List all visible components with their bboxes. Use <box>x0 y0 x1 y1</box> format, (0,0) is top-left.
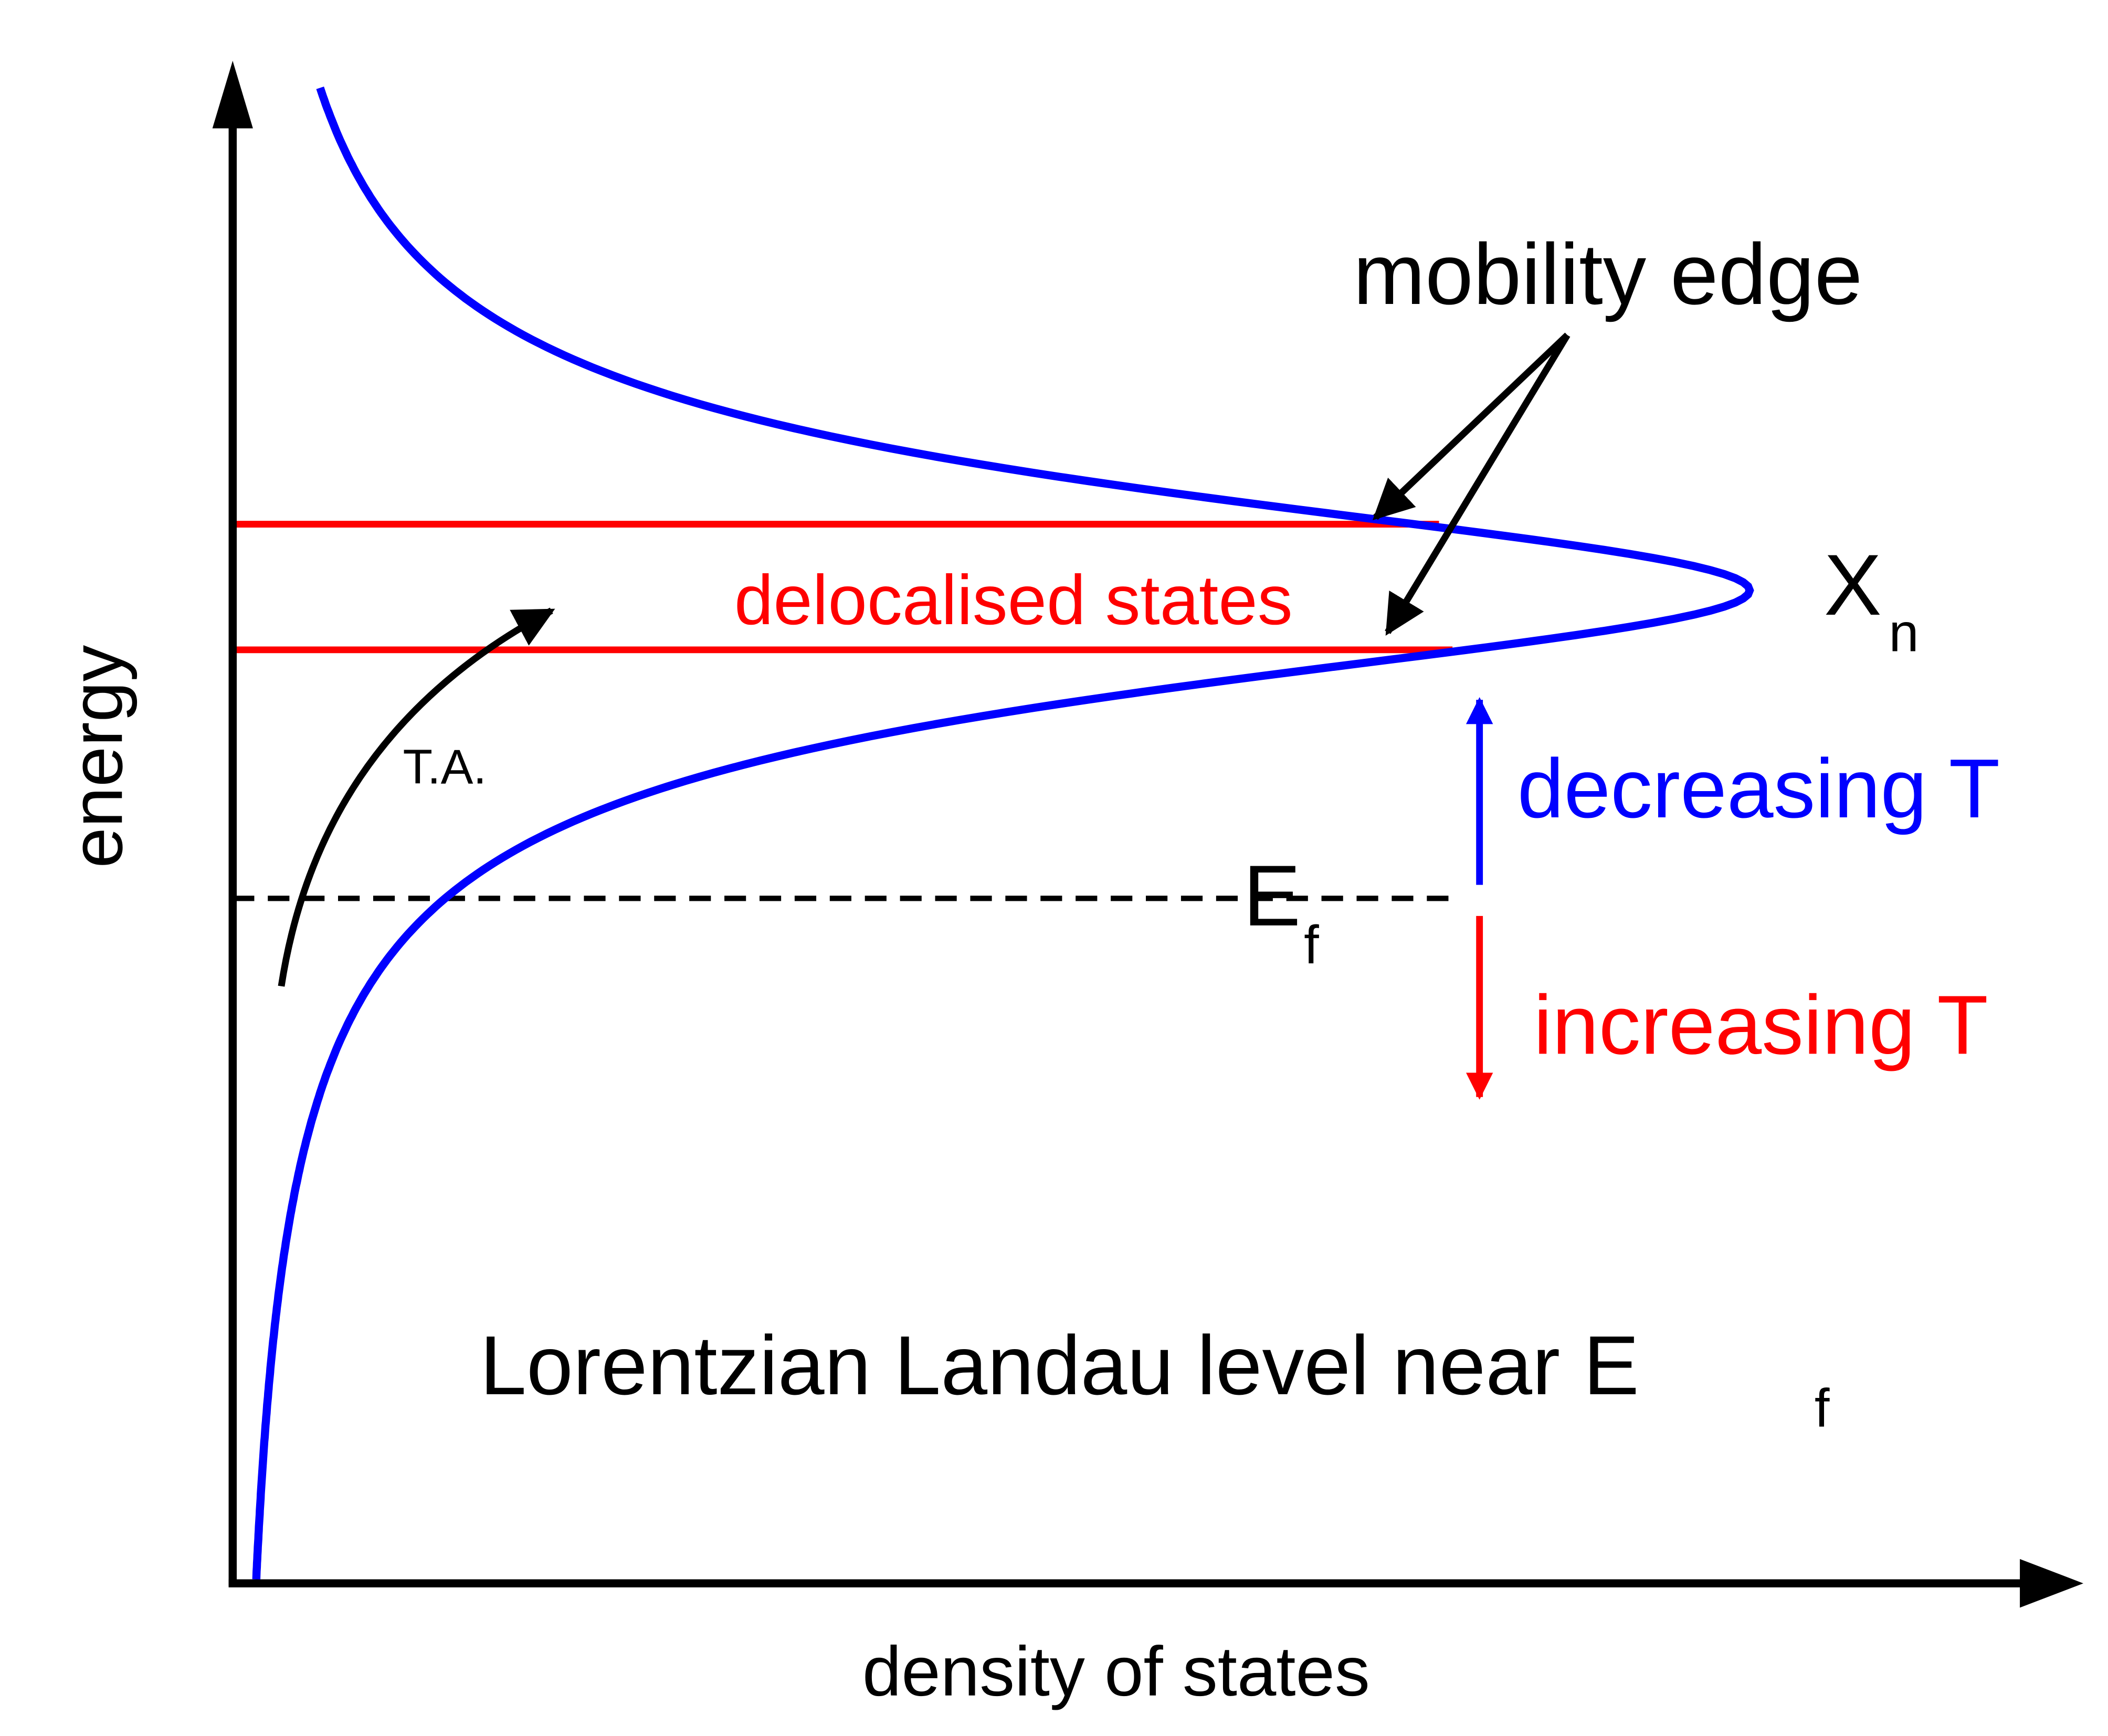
decreasing-t-label: decreasing T <box>1517 742 2000 835</box>
increasing-t-label: increasing T <box>1534 978 1988 1071</box>
fermi-subscript: f <box>1304 914 1319 975</box>
y-axis-label: energy <box>56 645 138 868</box>
x-axis-arrowhead <box>2020 1559 2084 1608</box>
mobility-edge-label: mobility edge <box>1353 226 1862 322</box>
caption-subscript: f <box>1815 1378 1830 1438</box>
mobility-edge-arrow-upper <box>1372 332 1570 520</box>
y-axis-arrowhead <box>212 60 253 129</box>
delocalised-states-label: delocalised states <box>734 561 1293 639</box>
thermal-activation-arrow <box>278 607 555 987</box>
dos-curve <box>252 86 1754 1580</box>
level-label: X <box>1824 536 1882 633</box>
thermal-activation-label: T.A. <box>403 740 487 794</box>
mobility-edge-arrow-lower <box>1385 333 1571 636</box>
caption: Lorentzian Landau level near E <box>480 1319 1639 1412</box>
fermi-label: E <box>1243 847 1301 944</box>
level-subscript: n <box>1889 602 1919 662</box>
x-axis-label: density of states <box>862 1633 1370 1711</box>
